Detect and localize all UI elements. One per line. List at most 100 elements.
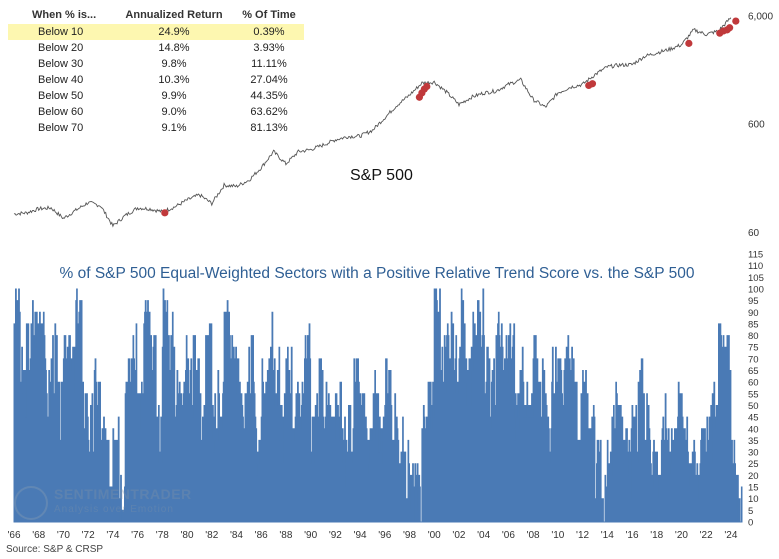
sp500-line <box>13 17 732 228</box>
sp500-markers <box>161 17 740 217</box>
breadth-y-tick-label: 70 <box>748 354 759 365</box>
row-time: 81.13% <box>250 122 288 134</box>
row-return: 14.8% <box>158 42 190 54</box>
sp500-series-label: S&P 500 <box>350 167 413 184</box>
signal-marker <box>161 209 169 217</box>
x-axis-labels: '66 '68 '70 '72 '74 '76 '78 '80 '82 '84 '86 '88 '90 '… <box>7 530 737 541</box>
breadth-y-tick-label: 65 <box>748 366 759 377</box>
x-tick-label: '66 <box>7 530 20 541</box>
table-row: Below 70 9.1% 81.13% <box>8 120 304 136</box>
x-tick-label: '82 <box>205 530 218 541</box>
breadth-y-tick-label: 90 <box>748 308 759 319</box>
signal-marker <box>685 39 693 47</box>
logo-icon <box>14 486 48 520</box>
breadth-y-tick-label: 95 <box>748 296 759 307</box>
breadth-y-tick-label: 45 <box>748 413 759 424</box>
x-tick-label: '98 <box>403 530 416 541</box>
row-return: 9.9% <box>161 90 187 102</box>
breadth-y-tick-label: 80 <box>748 331 759 342</box>
row-time: 63.62% <box>250 106 288 118</box>
signal-marker <box>588 80 597 88</box>
source-note: Source: S&P & CRSP <box>6 544 104 555</box>
x-tick-label: '18 <box>650 530 663 541</box>
row-condition: Below 20 <box>38 42 84 54</box>
x-tick-label: '24 <box>724 530 737 541</box>
row-return: 24.9% <box>158 26 190 38</box>
logo-tagline: Analysis over Emotion <box>54 504 174 515</box>
sp500-y-tick-label: 600 <box>748 120 765 131</box>
breadth-y-tick-label: 60 <box>748 378 759 389</box>
x-tick-label: '02 <box>452 530 465 541</box>
breadth-y-tick-label: 25 <box>748 459 759 470</box>
x-tick-label: '14 <box>601 530 614 541</box>
x-tick-label: '10 <box>551 530 564 541</box>
row-return: 9.0% <box>161 106 187 118</box>
x-tick-label: '74 <box>106 530 119 541</box>
table-row: Below 40 10.3% 27.04% <box>8 72 304 88</box>
x-tick-label: '20 <box>675 530 688 541</box>
sp500-y-tick-label: 6,000 <box>748 11 773 22</box>
breadth-y-tick-label: 30 <box>748 448 759 459</box>
row-condition: Below 30 <box>38 58 84 70</box>
table-row: Below 30 9.8% 11.11% <box>8 56 304 72</box>
row-time: 44.35% <box>250 90 288 102</box>
breadth-y-tick-label: 110 <box>748 261 763 272</box>
row-time: 27.04% <box>250 74 288 86</box>
x-tick-label: '86 <box>255 530 268 541</box>
breadth-y-tick-label: 85 <box>748 319 759 330</box>
breadth-y-tick-label: 115 <box>748 250 763 261</box>
sp500-y-tick-label: 60 <box>748 228 760 239</box>
x-tick-label: '22 <box>700 530 713 541</box>
header-condition: When % is... <box>32 9 97 21</box>
row-condition: Below 40 <box>38 74 84 86</box>
breadth-chart-title: % of S&P 500 Equal-Weighted Sectors with… <box>60 265 695 282</box>
row-condition: Below 70 <box>38 122 84 134</box>
x-tick-label: '70 <box>57 530 70 541</box>
breadth-y-tick-label: 55 <box>748 389 759 400</box>
header-time: % Of Time <box>242 9 296 21</box>
breadth-y-tick-label: 75 <box>748 343 759 354</box>
breadth-y-tick-label: 100 <box>748 284 764 295</box>
x-tick-label: '88 <box>279 530 292 541</box>
x-tick-label: '06 <box>502 530 515 541</box>
breadth-area <box>13 288 743 523</box>
header-return: Annualized Return <box>125 9 223 21</box>
signal-marker <box>726 24 734 32</box>
breadth-y-tick-label: 50 <box>748 401 759 412</box>
table-row: Below 20 14.8% 3.93% <box>8 40 304 56</box>
x-tick-label: '94 <box>354 530 367 541</box>
x-tick-label: '04 <box>477 530 490 541</box>
signal-marker <box>732 17 740 25</box>
breadth-y-tick-label: 20 <box>748 471 759 482</box>
x-tick-label: '08 <box>527 530 540 541</box>
breadth-y-tick-label: 5 <box>748 506 753 517</box>
x-tick-label: '90 <box>304 530 317 541</box>
row-time: 11.11% <box>251 58 287 70</box>
row-return: 9.1% <box>161 122 187 134</box>
breadth-y-tick-label: 105 <box>748 273 764 284</box>
row-return: 10.3% <box>158 74 190 86</box>
table-row: Below 60 9.0% 63.62% <box>8 104 304 120</box>
breadth-axis: 0510152025303540455055606570758085909510… <box>748 250 764 529</box>
x-tick-label: '00 <box>428 530 441 541</box>
x-tick-label: '76 <box>131 530 144 541</box>
row-time: 3.93% <box>253 42 285 54</box>
breadth-y-tick-label: 10 <box>748 494 759 505</box>
table-row: Below 50 9.9% 44.35% <box>8 88 304 104</box>
breadth-y-tick-label: 0 <box>748 518 753 529</box>
row-condition: Below 60 <box>38 106 84 118</box>
signal-table: When % is... Annualized Return % Of Time… <box>8 6 304 136</box>
logo-brand: SENTIMENTRADER <box>54 486 192 502</box>
table-row: Below 10 24.9% 0.39% <box>8 24 304 40</box>
table-header: When % is... Annualized Return % Of Time <box>8 6 304 24</box>
x-tick-label: '96 <box>378 530 391 541</box>
breadth-y-tick-label: 35 <box>748 436 759 447</box>
signal-marker <box>423 82 431 91</box>
breadth-y-tick-label: 40 <box>748 424 759 435</box>
row-condition: Below 50 <box>38 90 84 102</box>
sp500-axis: 60 600 6,000 <box>748 11 773 239</box>
x-tick-label: '68 <box>32 530 45 541</box>
row-condition: Below 10 <box>38 26 84 38</box>
x-tick-label: '16 <box>625 530 638 541</box>
